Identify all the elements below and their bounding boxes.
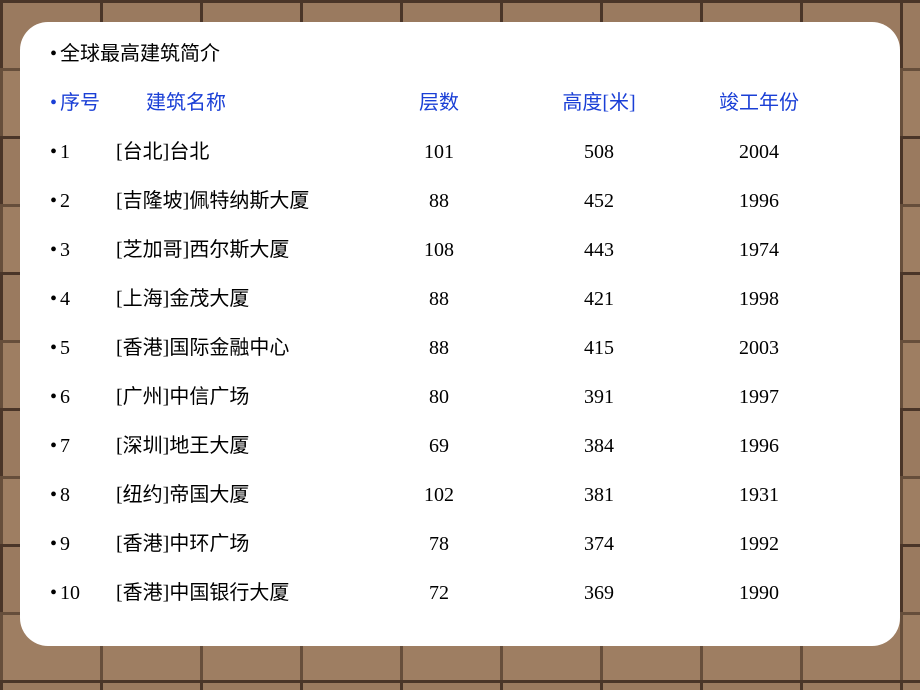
cell-year: 1998 (684, 287, 834, 312)
cell-name: [芝加哥]西尔斯大厦 (116, 238, 364, 263)
header-name: 建筑名称 (116, 91, 364, 116)
table-row: •6[广州]中信广场803911997 (50, 385, 872, 410)
cell-year: 2004 (684, 140, 834, 165)
cell-seq: 10 (60, 581, 116, 606)
bullet-icon: • (50, 434, 60, 459)
bullet-icon: • (50, 91, 60, 116)
cell-floors: 88 (364, 287, 514, 312)
header-year: 竣工年份 (684, 91, 834, 116)
bullet-icon: • (50, 140, 60, 165)
table-row: •5[香港]国际金融中心884152003 (50, 336, 872, 361)
table-row: •9[香港]中环广场783741992 (50, 532, 872, 557)
cell-year: 1990 (684, 581, 834, 606)
cell-floors: 69 (364, 434, 514, 459)
table-row: •4[上海]金茂大厦884211998 (50, 287, 872, 312)
table-row: •1[台北]台北1015082004 (50, 140, 872, 165)
cell-year: 1974 (684, 238, 834, 263)
content-card: • 全球最高建筑简介 • 序号 建筑名称 层数 高度[米] 竣工年份 •1[台北… (20, 22, 900, 646)
cell-seq: 3 (60, 238, 116, 263)
cell-seq: 7 (60, 434, 116, 459)
bullet-icon: • (50, 336, 60, 361)
cell-seq: 1 (60, 140, 116, 165)
bullet-icon: • (50, 189, 60, 214)
cell-year: 1992 (684, 532, 834, 557)
cell-name: [香港]中国银行大厦 (116, 581, 364, 606)
title-line: • 全球最高建筑简介 (50, 42, 872, 67)
rows-container: •1[台北]台北1015082004•2[吉隆坡]佩特纳斯大厦884521996… (50, 140, 872, 606)
cell-seq: 2 (60, 189, 116, 214)
bullet-icon: • (50, 581, 60, 606)
cell-floors: 78 (364, 532, 514, 557)
cell-seq: 5 (60, 336, 116, 361)
cell-floors: 101 (364, 140, 514, 165)
table-row: •3[芝加哥]西尔斯大厦1084431974 (50, 238, 872, 263)
cell-name: [纽约]帝国大厦 (116, 483, 364, 508)
cell-name: [上海]金茂大厦 (116, 287, 364, 312)
cell-floors: 88 (364, 336, 514, 361)
cell-height: 374 (514, 532, 684, 557)
table-row: •8[纽约]帝国大厦1023811931 (50, 483, 872, 508)
cell-name: [香港]中环广场 (116, 532, 364, 557)
cell-floors: 72 (364, 581, 514, 606)
header-row: • 序号 建筑名称 层数 高度[米] 竣工年份 (50, 91, 872, 116)
cell-floors: 102 (364, 483, 514, 508)
cell-year: 1996 (684, 189, 834, 214)
cell-height: 421 (514, 287, 684, 312)
cell-seq: 6 (60, 385, 116, 410)
table-row: •7[深圳]地王大厦693841996 (50, 434, 872, 459)
cell-height: 508 (514, 140, 684, 165)
cell-floors: 88 (364, 189, 514, 214)
cell-height: 391 (514, 385, 684, 410)
cell-height: 384 (514, 434, 684, 459)
cell-name: [广州]中信广场 (116, 385, 364, 410)
bullet-icon: • (50, 238, 60, 263)
cell-year: 1997 (684, 385, 834, 410)
cell-seq: 8 (60, 483, 116, 508)
cell-height: 369 (514, 581, 684, 606)
table-row: •10[香港]中国银行大厦723691990 (50, 581, 872, 606)
cell-year: 1996 (684, 434, 834, 459)
bullet-icon: • (50, 532, 60, 557)
cell-floors: 108 (364, 238, 514, 263)
bullet-icon: • (50, 42, 60, 67)
cell-height: 415 (514, 336, 684, 361)
header-floors: 层数 (364, 91, 514, 116)
bullet-icon: • (50, 287, 60, 312)
cell-name: [香港]国际金融中心 (116, 336, 364, 361)
cell-floors: 80 (364, 385, 514, 410)
cell-seq: 4 (60, 287, 116, 312)
cell-year: 2003 (684, 336, 834, 361)
header-height: 高度[米] (514, 91, 684, 116)
cell-name: [台北]台北 (116, 140, 364, 165)
cell-height: 381 (514, 483, 684, 508)
cell-seq: 9 (60, 532, 116, 557)
cell-year: 1931 (684, 483, 834, 508)
bullet-icon: • (50, 483, 60, 508)
header-seq: 序号 (60, 91, 116, 116)
cell-height: 443 (514, 238, 684, 263)
cell-height: 452 (514, 189, 684, 214)
title-text: 全球最高建筑简介 (60, 42, 220, 67)
cell-name: [吉隆坡]佩特纳斯大厦 (116, 189, 364, 214)
cell-name: [深圳]地王大厦 (116, 434, 364, 459)
bullet-icon: • (50, 385, 60, 410)
table-row: •2[吉隆坡]佩特纳斯大厦884521996 (50, 189, 872, 214)
